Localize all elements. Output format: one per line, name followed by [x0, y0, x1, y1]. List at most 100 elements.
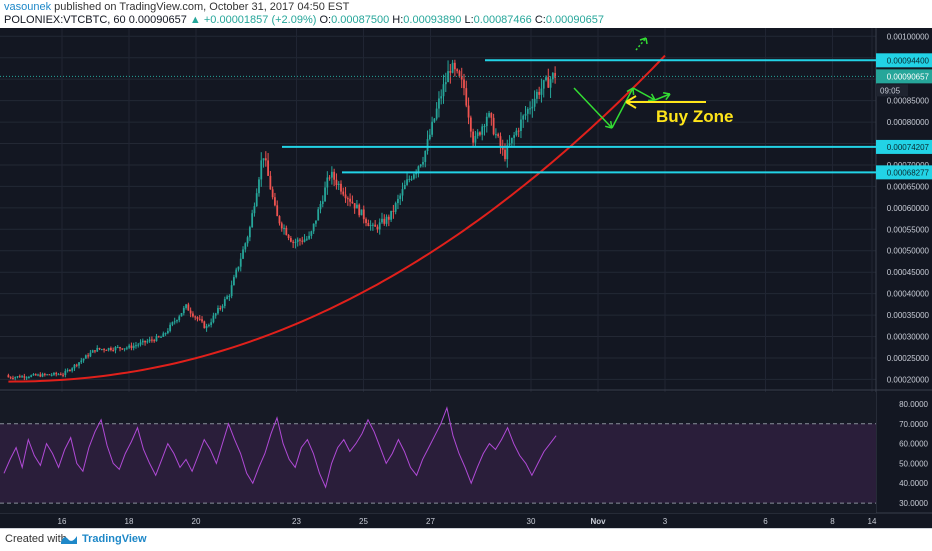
candle-body [55, 373, 57, 374]
candle-body [96, 348, 98, 352]
last-price-label: 0.00090657 [887, 72, 930, 81]
candle-body [329, 178, 331, 179]
candle-body [19, 376, 21, 377]
candle-body [543, 80, 545, 88]
candle-body [422, 162, 424, 165]
candle-body [203, 321, 205, 328]
candle-body [28, 377, 30, 378]
candle-body [349, 199, 351, 202]
candle-body [361, 209, 363, 215]
time-tick-label: 3 [663, 517, 668, 526]
candle-body [443, 84, 445, 96]
footer: Created with TradingView [0, 528, 932, 551]
tradingview-brand[interactable]: TradingView [82, 533, 147, 545]
candle-body [124, 348, 126, 349]
candle-body [347, 198, 349, 199]
rsi-tick-label: 40.0000 [899, 479, 928, 488]
candle-body [142, 341, 144, 343]
candle-body [493, 118, 495, 135]
candle-body [192, 314, 194, 317]
candle-body [326, 178, 328, 188]
publish-info: vasounek published on TradingView.com, O… [4, 1, 349, 13]
time-tick-label: 23 [292, 517, 301, 526]
bar-time-label: 09:05 [880, 86, 901, 95]
candle-body [144, 341, 146, 343]
candle-body [333, 172, 335, 180]
candle-body [39, 375, 41, 377]
candle-body [367, 223, 369, 226]
projection-arrow-head [646, 38, 647, 44]
candle-body [210, 322, 212, 325]
candle-body [23, 376, 25, 377]
rsi-tick-label: 30.0000 [899, 499, 928, 508]
candle-body [445, 82, 447, 84]
candle-body [276, 205, 278, 216]
candle-body [110, 348, 112, 350]
candle-body [317, 209, 319, 220]
candle-body [201, 319, 203, 321]
candle-body [78, 362, 80, 365]
price-tick-label: 0.00030000 [887, 333, 930, 342]
rsi-tick-label: 60.0000 [899, 440, 928, 449]
candle-body [222, 306, 224, 308]
candle-body [174, 321, 176, 322]
candle-body [472, 132, 474, 143]
candle-body [413, 174, 415, 178]
candle-body [274, 197, 276, 205]
candle-body [115, 347, 117, 350]
level-price-label: 0.00074207 [887, 143, 930, 152]
candle-body [433, 119, 435, 122]
candle-body [365, 219, 367, 223]
candle-body [454, 63, 456, 69]
price-tick-label: 0.00080000 [887, 118, 930, 127]
candle-body [541, 89, 543, 95]
candle-body [167, 331, 169, 333]
candle-body [244, 243, 246, 249]
candle-body [356, 205, 358, 209]
candle-body [399, 196, 401, 199]
candle-body [206, 326, 208, 328]
candle-body [292, 242, 294, 243]
close-value: 0.00090657 [546, 14, 604, 26]
candle-body [390, 211, 392, 220]
candle-body [181, 313, 183, 316]
candle-body [51, 375, 53, 376]
candle-body [404, 185, 406, 189]
candle-body [165, 333, 167, 334]
level-price-label: 0.00068277 [887, 168, 930, 177]
candle-body [131, 346, 133, 349]
candle-body [128, 346, 130, 348]
candle-body [304, 240, 306, 242]
price-chart[interactable]: 0.001000000.000950000.000900000.00085000… [0, 28, 932, 528]
candle-body [105, 350, 107, 351]
candle-body [479, 132, 481, 134]
candle-body [94, 350, 96, 351]
candle-body [80, 360, 82, 362]
open-label: O: [319, 14, 331, 26]
candle-body [313, 224, 315, 232]
candle-body [283, 228, 285, 229]
candle-body [146, 341, 148, 342]
candle-body [108, 348, 110, 350]
candle-body [420, 165, 422, 167]
candle-body [135, 345, 137, 346]
candle-body [194, 316, 196, 317]
time-tick-label: 30 [527, 517, 536, 526]
author-link[interactable]: vasounek [4, 1, 51, 13]
candle-body [156, 336, 158, 341]
candle-body [490, 113, 492, 118]
candle-body [345, 194, 347, 198]
candle-body [456, 69, 458, 71]
candle-body [288, 235, 290, 238]
candle-body [199, 319, 201, 320]
price-tick-label: 0.00065000 [887, 182, 930, 191]
time-tick-label: 27 [426, 517, 435, 526]
candle-body [197, 317, 199, 319]
candle-body [231, 285, 233, 296]
candle-body [301, 241, 303, 242]
candle-body [461, 76, 463, 79]
candle-body [388, 217, 390, 220]
candle-body [92, 350, 94, 352]
candle-body [103, 349, 105, 350]
candle-body [522, 116, 524, 120]
